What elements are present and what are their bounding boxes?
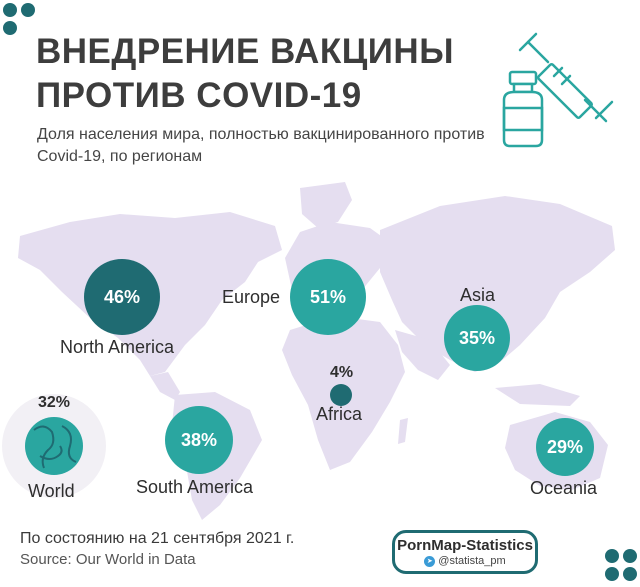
value-world: 32% <box>38 394 71 411</box>
globe-icon <box>25 417 83 475</box>
label-world: World <box>28 481 75 501</box>
bubble-north-america: 46% <box>84 259 160 335</box>
svg-text:29%: 29% <box>547 437 583 457</box>
world-bubble-group <box>2 394 106 498</box>
corner-dots-top-left <box>3 3 35 35</box>
vaccine-syringe-icon <box>518 32 614 123</box>
label-oceania: Oceania <box>530 478 598 498</box>
bubble-europe: 51% <box>290 259 366 335</box>
label-south-america: South America <box>136 477 254 497</box>
corner-dots-bottom-right <box>605 549 637 581</box>
vial-icon <box>502 70 544 148</box>
footer-date: По состоянию на 21 сентября 2021 г. <box>20 530 295 547</box>
value-africa: 4% <box>330 364 354 381</box>
svg-text:51%: 51% <box>310 287 346 307</box>
svg-text:38%: 38% <box>181 430 217 450</box>
bubble-africa <box>330 384 352 406</box>
label-asia: Asia <box>460 285 496 305</box>
bubble-south-america: 38% <box>165 406 233 474</box>
footer-source: Source: Our World in Data <box>20 551 196 568</box>
title-line-1: ВНЕДРЕНИЕ ВАКЦИНЫ <box>36 32 454 71</box>
brand-handle-row: ➤ @statista_pm <box>395 555 535 567</box>
title-line-2: ПРОТИВ COVID-19 <box>36 76 362 115</box>
label-north-america: North America <box>60 337 175 357</box>
bubble-asia: 35% <box>444 305 510 371</box>
page-subtitle: Доля населения мира, полностью вакциниро… <box>37 126 485 165</box>
brand-badge[interactable]: PornMap-Statistics ➤ @statista_pm <box>392 530 538 574</box>
brand-handle: @statista_pm <box>438 555 506 567</box>
svg-text:46%: 46% <box>104 287 140 307</box>
svg-text:35%: 35% <box>459 328 495 348</box>
telegram-icon: ➤ <box>424 555 436 567</box>
bubble-oceania: 29% <box>536 418 594 476</box>
page-title: ВНЕДРЕНИЕ ВАКЦИНЫ ПРОТИВ COVID-19 <box>36 30 454 118</box>
label-africa: Africa <box>316 404 363 424</box>
brand-name: PornMap-Statistics <box>397 537 533 554</box>
label-europe: Europe <box>222 287 281 307</box>
